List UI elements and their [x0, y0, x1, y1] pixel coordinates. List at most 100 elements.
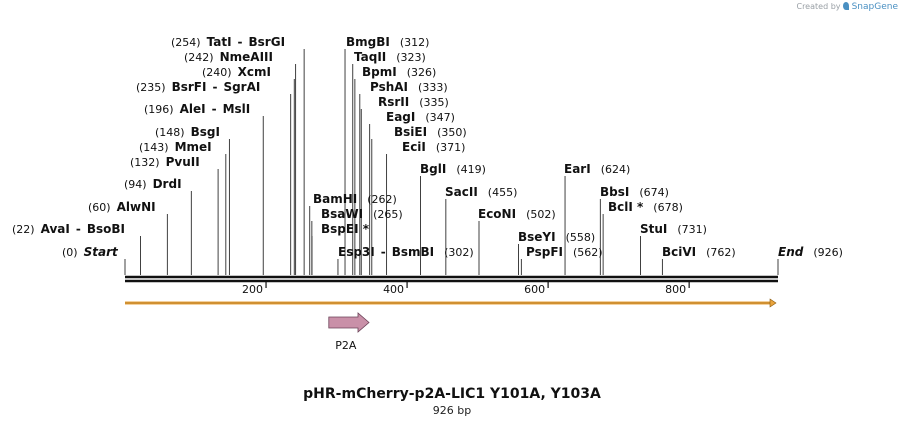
- site-label: EarI (624): [564, 162, 630, 176]
- plasmid-length: 926 bp: [432, 404, 472, 417]
- enzyme-name: BsoBI: [87, 222, 125, 236]
- site-label: (94) DrdI: [124, 177, 182, 191]
- site-label: BclI * (678): [608, 200, 683, 214]
- orf-track: [125, 298, 777, 308]
- enzyme-name: BbsI: [600, 185, 629, 199]
- enzyme-name: BpmI: [362, 65, 397, 79]
- site-label: BamHI (262): [313, 192, 397, 206]
- site-position: (196): [144, 103, 174, 116]
- site-label: BseYI (558): [518, 230, 595, 244]
- enzyme-name: BsmBI: [392, 245, 434, 259]
- site-position: (926): [813, 246, 843, 259]
- enzyme-name: MmeI: [175, 140, 212, 154]
- site-label: (242) NmeAIII: [184, 50, 273, 64]
- site-label: (240) XcmI: [202, 65, 271, 79]
- site-label: BbsI (674): [600, 185, 669, 199]
- site-position: (242): [184, 51, 214, 64]
- enzyme-name: PshAI: [370, 80, 408, 94]
- tick-label: 800: [665, 283, 686, 296]
- site-position: (326): [407, 66, 437, 79]
- enzyme-name: End: [778, 245, 804, 259]
- tick-label: 200: [242, 283, 263, 296]
- site-position: (312): [400, 36, 430, 49]
- site-label: BsaWI (265): [321, 207, 403, 221]
- feature-track: P2A: [328, 312, 370, 352]
- enzyme-name: PvuII: [166, 155, 200, 169]
- enzyme-name: EarI: [564, 162, 591, 176]
- site-position: (265): [373, 208, 403, 221]
- site-label: RsrII (335): [378, 95, 449, 109]
- enzyme-name: EagI: [386, 110, 415, 124]
- site-position: (143): [139, 141, 169, 154]
- site-position: (262): [367, 193, 397, 206]
- site-label: BsiEI (350): [394, 125, 467, 139]
- tick-label: 600: [524, 283, 545, 296]
- site-label: (148) BsgI: [155, 125, 220, 139]
- enzyme-name: XcmI: [238, 65, 271, 79]
- site-label: PspFI (562): [526, 245, 603, 259]
- enzyme-name: SacII: [445, 185, 478, 199]
- enzyme-name: NmeAIII: [220, 50, 273, 64]
- snapgene-credit: Created by SnapGene: [796, 2, 898, 12]
- site-label: EcoNI (502): [478, 207, 556, 221]
- site-position: (240): [202, 66, 232, 79]
- site-separator: -: [238, 35, 243, 49]
- site-separator: -: [212, 80, 217, 94]
- site-separator: -: [76, 222, 81, 236]
- site-labels: (0) Start(22) AvaI - BsoBI(60) AlwNI(94) DrdI(…: [12, 35, 843, 259]
- site-position: (60): [88, 201, 111, 214]
- enzyme-name: EciI: [402, 140, 426, 154]
- snapgene-logo-icon: [843, 2, 850, 10]
- enzyme-name: AvaI: [41, 222, 70, 236]
- enzyme-name: BglI: [420, 162, 446, 176]
- enzyme-name: BclI *: [608, 200, 644, 214]
- credit-prefix: Created by: [796, 2, 841, 11]
- enzyme-name: BsiEI: [394, 125, 427, 139]
- site-position: (22): [12, 223, 35, 236]
- site-position: (350): [437, 126, 467, 139]
- site-label: BpmI (326): [362, 65, 436, 79]
- site-position: (731): [677, 223, 707, 236]
- site-position: (323): [396, 51, 426, 64]
- site-label: BglI (419): [420, 162, 486, 176]
- site-position: (94): [124, 178, 147, 191]
- site-position: (678): [653, 201, 683, 214]
- enzyme-name: BseYI: [518, 230, 556, 244]
- site-separator: -: [212, 102, 217, 116]
- site-label: BciVI (762): [662, 245, 736, 259]
- site-position: (371): [436, 141, 466, 154]
- credit-brand: SnapGene: [851, 2, 898, 12]
- enzyme-name: BsrGI: [249, 35, 286, 49]
- enzyme-name: BmgBI: [346, 35, 390, 49]
- site-position: (132): [130, 156, 160, 169]
- site-separator: -: [381, 245, 386, 259]
- enzyme-name: MslI: [223, 102, 251, 116]
- enzyme-name: BamHI: [313, 192, 357, 206]
- site-position: (455): [488, 186, 518, 199]
- enzyme-name: AlwNI: [117, 200, 156, 214]
- feature-label: P2A: [335, 339, 357, 352]
- site-label: (254) TatI - BsrGI: [171, 35, 285, 49]
- site-label: BmgBI (312): [346, 35, 429, 49]
- enzyme-name: BciVI: [662, 245, 696, 259]
- site-label: (143) MmeI: [139, 140, 212, 154]
- sequence-backbone: [125, 275, 778, 283]
- enzyme-name: BsrFI: [172, 80, 207, 94]
- site-label: (196) AleI - MslI: [144, 102, 250, 116]
- enzyme-name: TaqII: [354, 50, 386, 64]
- enzyme-name: TatI: [207, 35, 232, 49]
- plasmid-name: pHR-mCherry-p2A-LIC1 Y101A, Y103A: [303, 386, 601, 402]
- enzyme-name: BspEI *: [321, 222, 370, 236]
- orf-arrowhead: [769, 298, 777, 308]
- enzyme-name: StuI: [640, 222, 667, 236]
- enzyme-name: Start: [84, 245, 119, 259]
- enzyme-name: SgrAI: [223, 80, 260, 94]
- site-position: (562): [573, 246, 603, 259]
- site-label: (60) AlwNI: [88, 200, 156, 214]
- site-position: (762): [706, 246, 736, 259]
- site-label: StuI (731): [640, 222, 707, 236]
- site-position: (335): [419, 96, 449, 109]
- site-label: End (926): [778, 245, 843, 259]
- site-label: BspEI *: [321, 222, 370, 236]
- sequence-map: (0) Start(22) AvaI - BsoBI(60) AlwNI(94) DrdI(…: [12, 35, 843, 352]
